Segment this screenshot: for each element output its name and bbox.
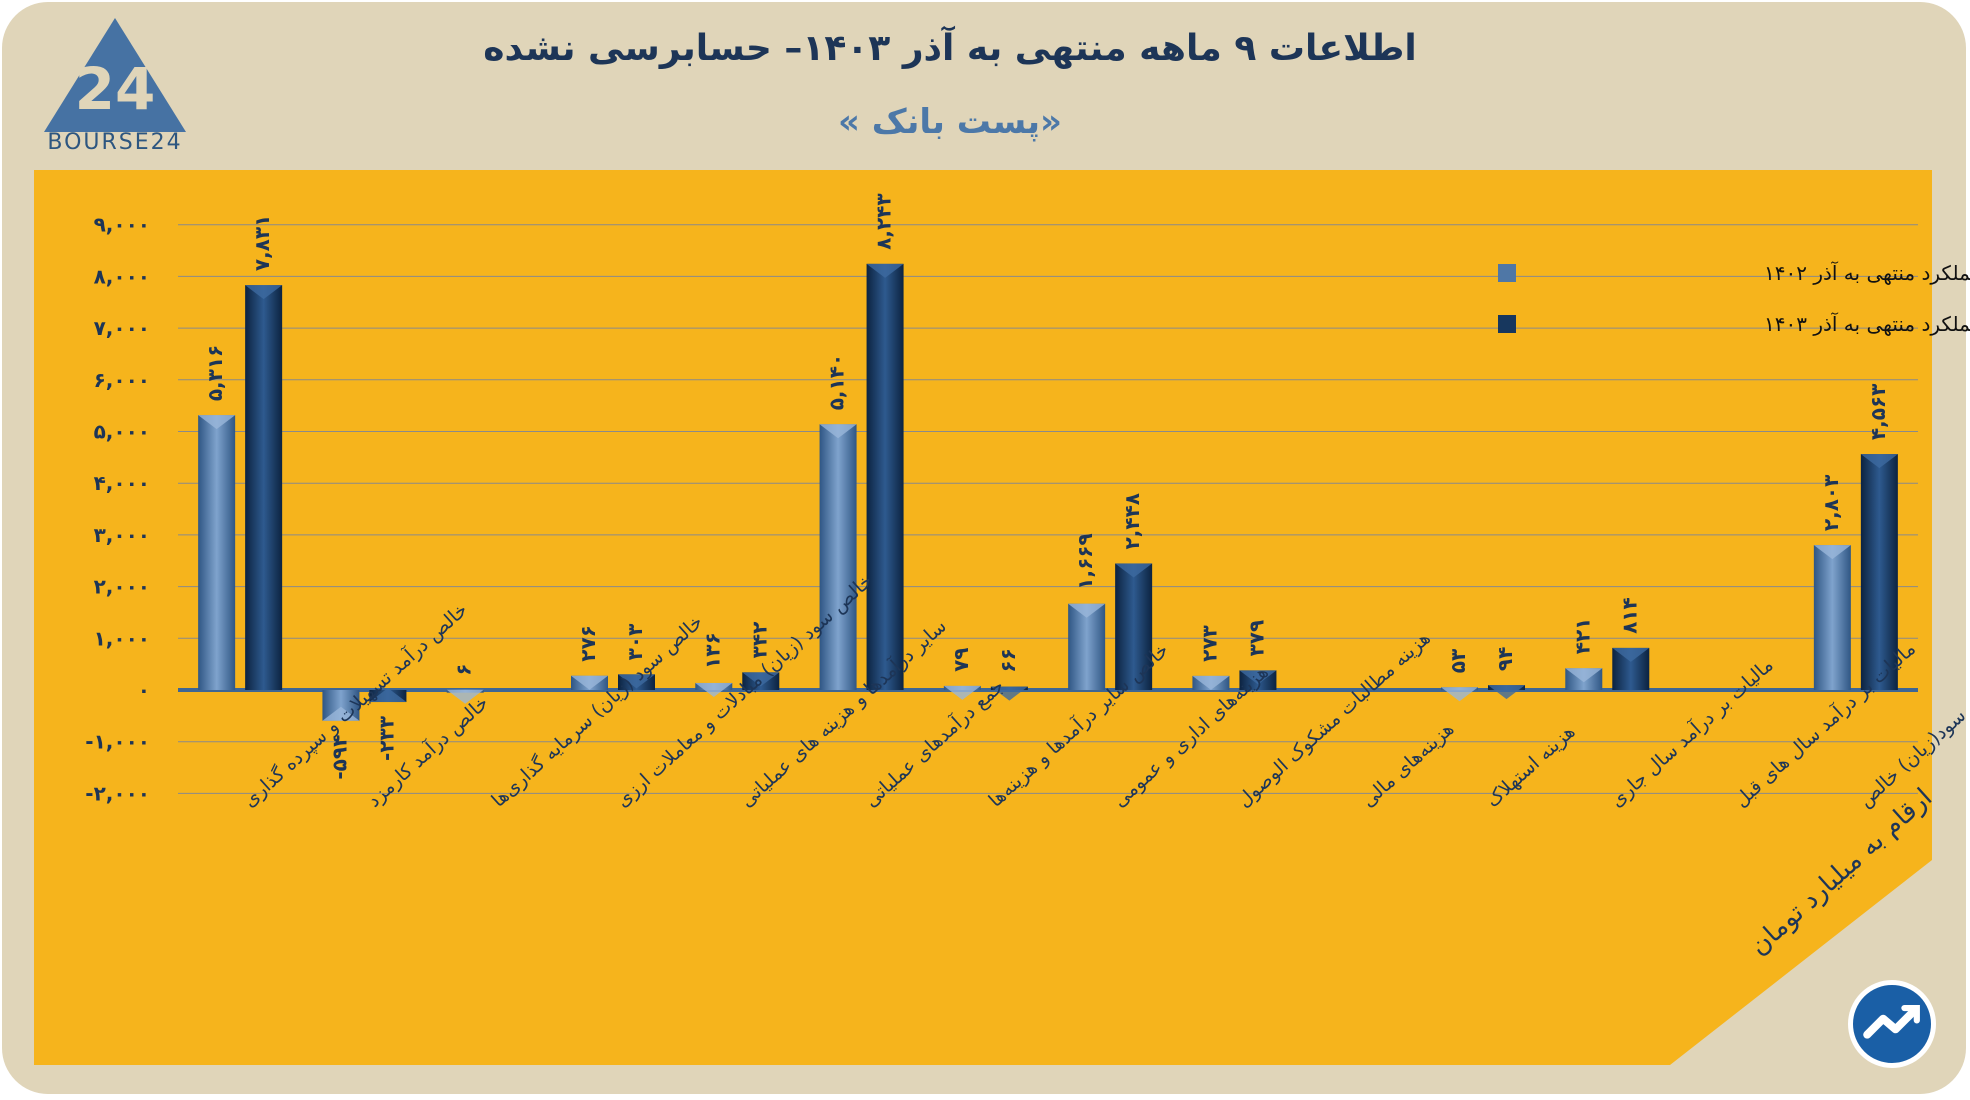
category-label: جمع درآمدهای عملیاتی bbox=[859, 673, 1009, 811]
y-tick-label: -۱,۰۰۰ bbox=[85, 730, 150, 754]
bar-cap bbox=[369, 688, 407, 703]
category-label: هزینه‌های مالی bbox=[1357, 718, 1458, 812]
bar-cap bbox=[571, 675, 608, 690]
bar-cap bbox=[943, 685, 981, 700]
category-label: هزینه استهلاک bbox=[1482, 721, 1580, 812]
legend-label: عملکرد منتهی به آذر ۱۴۰۲ bbox=[1764, 260, 1970, 285]
bar-cap bbox=[1239, 670, 1277, 685]
bar-cap bbox=[1565, 668, 1603, 683]
data-label: ۳۴۲ bbox=[747, 622, 771, 659]
logo-text: BOURSE24 bbox=[47, 130, 183, 155]
page-subtitle: «پست بانک » bbox=[837, 102, 1063, 142]
data-label: ۳۰۳ bbox=[623, 624, 647, 661]
y-tick-label: ۶,۰۰۰ bbox=[94, 368, 150, 392]
y-tick-label: ۳,۰۰۰ bbox=[94, 523, 150, 547]
bar-cap bbox=[1813, 545, 1851, 560]
bar-cap bbox=[1612, 647, 1650, 662]
bar-cap bbox=[742, 672, 780, 687]
bar bbox=[198, 415, 236, 690]
bar bbox=[819, 424, 857, 690]
data-label: ۶ bbox=[452, 663, 476, 675]
data-label: ۲۷۶ bbox=[576, 625, 600, 662]
data-label: ۴,۵۶۳ bbox=[1866, 384, 1890, 440]
data-label: ۲,۴۴۸ bbox=[1120, 493, 1144, 549]
y-tick-label: ۷,۰۰۰ bbox=[94, 316, 150, 340]
bar-cap bbox=[1860, 454, 1898, 469]
bourse24-logo-icon: 24 bbox=[44, 18, 186, 132]
y-tick-label: ۴,۰۰۰ bbox=[94, 471, 150, 495]
bar-cap bbox=[618, 674, 655, 689]
y-tick-label: ۲,۰۰۰ bbox=[94, 575, 150, 599]
data-label: ۵,۱۴۰ bbox=[825, 354, 849, 410]
data-label: ۵۳ bbox=[1446, 649, 1470, 673]
data-label: ۷,۸۳۱ bbox=[250, 215, 274, 271]
y-tick-label: ۱,۰۰۰ bbox=[94, 626, 150, 650]
bars bbox=[198, 263, 1898, 721]
data-label: ۲,۸۰۳ bbox=[1819, 475, 1843, 531]
data-label: ۶۶ bbox=[996, 648, 1020, 672]
bar bbox=[245, 285, 283, 690]
bar-cap bbox=[1115, 563, 1153, 578]
legend-label: عملکرد منتهی به آذر ۱۴۰۳ bbox=[1764, 311, 1970, 336]
gridlines bbox=[178, 224, 1918, 794]
bar-cap bbox=[322, 706, 360, 721]
data-label: -۲۳۳ bbox=[374, 716, 398, 761]
data-label: ۳۷۹ bbox=[1244, 620, 1268, 657]
data-label: ۸,۲۴۳ bbox=[872, 193, 896, 249]
data-label: ۱,۶۶۹ bbox=[1073, 533, 1097, 589]
chart-panel bbox=[34, 170, 1932, 1065]
bar-cap bbox=[990, 686, 1028, 701]
bar-cap bbox=[819, 424, 857, 439]
legend: عملکرد منتهی به آذر ۱۴۰۲ عملکرد منتهی به … bbox=[1498, 260, 1970, 336]
data-labels: ۵,۳۱۶ ۷,۸۳۱ -۵۹۴ -۲۳۳ ۶ ۲۷۶ ۳۰۳ ۱۳۶ ۳۴۲ ۵,۱۴۰ ۸,۲۴… bbox=[203, 193, 1890, 779]
bar-cap bbox=[1441, 687, 1478, 702]
data-label: ۸۱۴ bbox=[1617, 597, 1641, 634]
bar-cap bbox=[446, 689, 484, 704]
y-tick-label: ۸,۰۰۰ bbox=[94, 264, 150, 288]
y-tick-label: -۲,۰۰۰ bbox=[85, 781, 150, 805]
legend-swatch bbox=[1498, 264, 1516, 282]
app-logo-icon bbox=[1848, 980, 1936, 1068]
bar-cap bbox=[198, 415, 236, 430]
data-label: ۹۴ bbox=[1493, 647, 1517, 671]
bar-cap bbox=[866, 263, 904, 278]
y-tick-label: ۹,۰۰۰ bbox=[94, 213, 150, 237]
bar-cap bbox=[1068, 603, 1106, 618]
bar bbox=[866, 263, 904, 690]
data-label: -۵۹۴ bbox=[327, 735, 351, 780]
y-tick-label: ۵,۰۰۰ bbox=[94, 420, 150, 444]
bar bbox=[1115, 563, 1153, 690]
bar-cap bbox=[1488, 685, 1525, 700]
bar bbox=[1860, 454, 1898, 690]
data-label: ۵,۳۱۶ bbox=[203, 345, 227, 401]
bar-cap bbox=[245, 285, 283, 300]
y-tick-label: ۰ bbox=[138, 678, 150, 702]
bar-cap bbox=[1192, 675, 1230, 690]
data-label: ۷۹ bbox=[949, 647, 973, 671]
data-label: ۴۲۱ bbox=[1570, 618, 1594, 655]
y-axis-ticks: -۲,۰۰۰ -۱,۰۰۰ ۰ ۱,۰۰۰ ۲,۰۰۰ ۳,۰۰۰ ۴,۰۰۰ ۵,۰۰۰ ۶,… bbox=[85, 213, 150, 806]
bar bbox=[1068, 603, 1106, 690]
bar-cap bbox=[695, 682, 733, 697]
bar bbox=[1813, 545, 1851, 690]
data-label: ۲۷۳ bbox=[1197, 625, 1221, 662]
page-title: اطلاعات ۹ ماهه منتهی به آذر ۱۴۰۳– حسابرس… bbox=[483, 28, 1417, 69]
legend-swatch bbox=[1498, 315, 1516, 333]
data-label: ۱۳۶ bbox=[700, 632, 724, 669]
svg-text:24: 24 bbox=[75, 55, 156, 123]
